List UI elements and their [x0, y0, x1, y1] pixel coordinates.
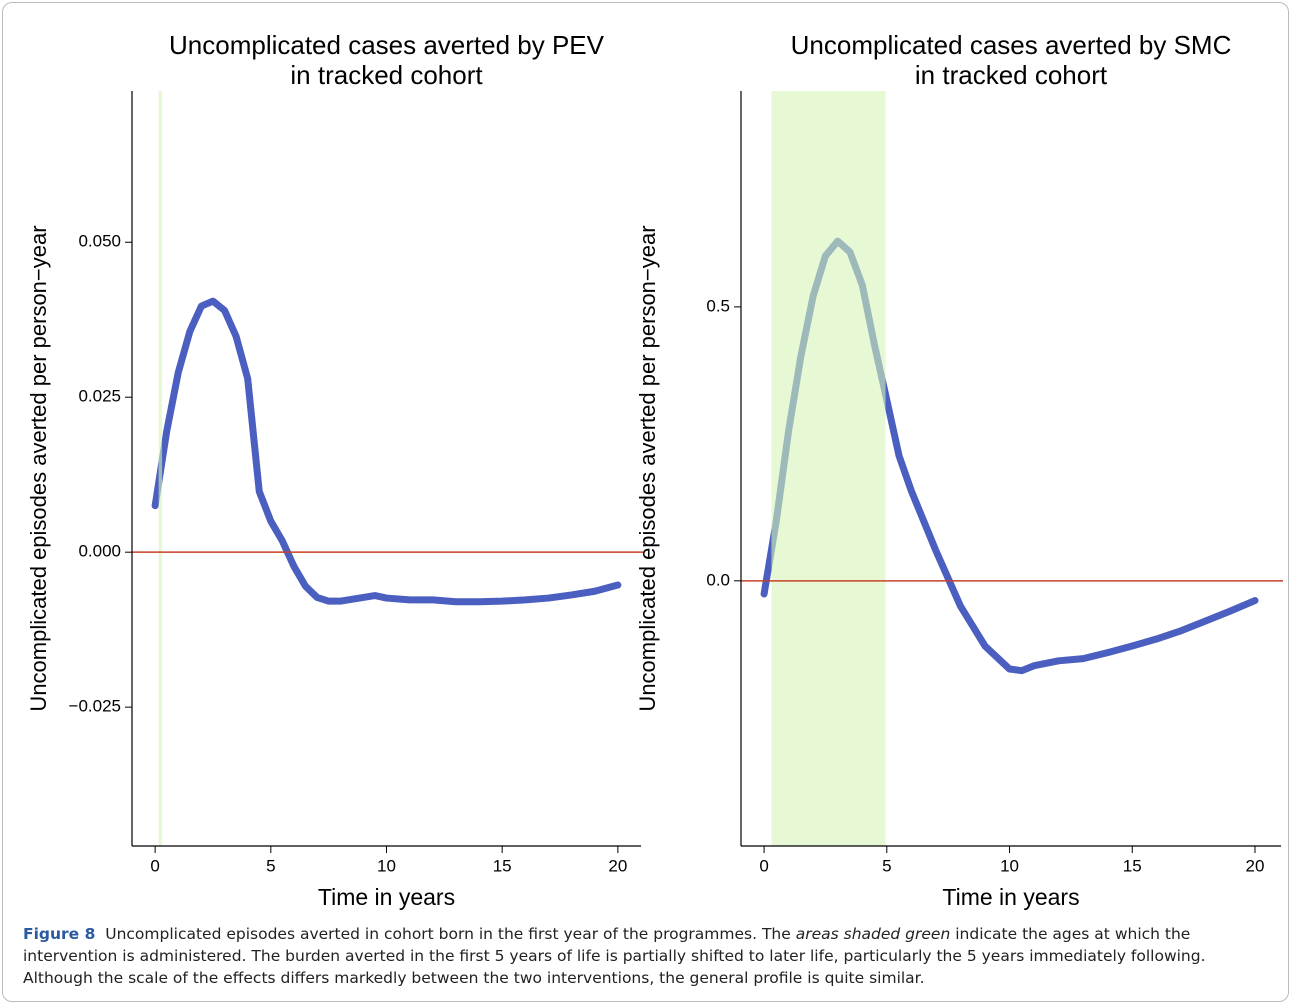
x-tick-label: 20 [608, 856, 627, 875]
x-axis-label: Time in years [318, 884, 455, 910]
shaded-region [158, 91, 163, 846]
x-tick-label: 15 [1123, 856, 1142, 875]
caption-text: indicate the ages at which the intervent… [23, 925, 1206, 987]
x-tick-label: 10 [1000, 856, 1019, 875]
x-tick-label: 0 [759, 856, 768, 875]
y-axis-label: Uncomplicated episodes averted per perso… [26, 225, 51, 711]
x-tick-label: 5 [882, 856, 891, 875]
chart-title: Uncomplicated cases averted by PEV [169, 30, 605, 60]
data-line [151, 297, 622, 606]
y-tick-label: −0.025 [69, 697, 121, 716]
shaded-region [771, 91, 886, 846]
chart-title: in tracked cohort [915, 60, 1108, 90]
caption-emphasis: areas shaded green [795, 925, 951, 943]
chart-title: in tracked cohort [290, 60, 483, 90]
chart-title: Uncomplicated cases averted by SMC [791, 30, 1232, 60]
y-tick-label: 0.0 [706, 570, 730, 589]
x-tick-label: 20 [1246, 856, 1265, 875]
caption-text: Uncomplicated episodes averted in cohort… [105, 925, 791, 943]
y-tick-label: 0.000 [78, 542, 121, 561]
caption: Figure 8 Uncomplicated episodes averted … [23, 923, 1263, 989]
y-tick-label: 0.050 [78, 232, 121, 251]
x-tick-label: 5 [266, 856, 275, 875]
x-axis-label: Time in years [942, 884, 1079, 910]
x-tick-label: 15 [493, 856, 512, 875]
x-tick-label: 10 [377, 856, 396, 875]
y-axis-label: Uncomplicated episodes averted per perso… [635, 225, 660, 711]
x-tick-label: 0 [150, 856, 159, 875]
caption-label: Figure 8 [23, 925, 96, 943]
y-tick-label: 0.025 [78, 387, 121, 406]
y-tick-label: 0.5 [706, 296, 730, 315]
